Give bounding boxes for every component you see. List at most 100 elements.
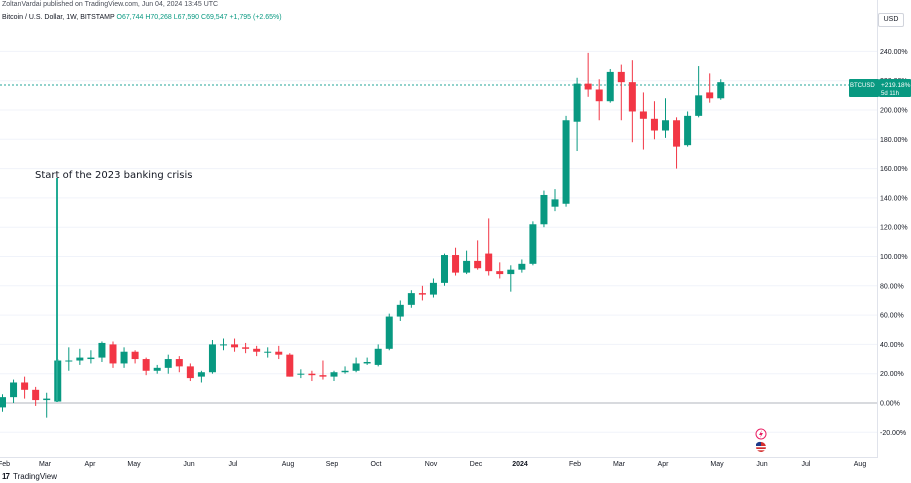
x-tick-label: May — [127, 461, 141, 468]
candle[interactable] — [76, 348, 84, 365]
candle[interactable] — [352, 357, 360, 373]
candle-body — [264, 351, 272, 353]
candle-body — [695, 95, 703, 116]
candle[interactable] — [496, 262, 504, 279]
candle[interactable] — [507, 265, 515, 292]
candle[interactable] — [374, 344, 382, 367]
candle[interactable] — [65, 347, 73, 371]
candle[interactable] — [131, 350, 139, 364]
candle[interactable] — [220, 338, 227, 351]
candle[interactable] — [407, 290, 415, 308]
candle-body — [76, 357, 84, 361]
x-tick-label: May — [710, 461, 724, 468]
candle[interactable] — [286, 353, 294, 377]
candle[interactable] — [628, 60, 636, 143]
candle[interactable] — [562, 115, 570, 207]
candle[interactable] — [186, 363, 194, 382]
candle[interactable] — [717, 79, 725, 100]
candle[interactable] — [418, 285, 426, 301]
candle[interactable] — [529, 221, 537, 266]
footer-brand[interactable]: 17 TradingView — [2, 472, 57, 481]
candle-body — [463, 260, 471, 273]
price-chart[interactable]: Start of the 2023 banking crisis 240.00%… — [0, 0, 911, 470]
candle[interactable] — [584, 52, 592, 97]
candle-body — [32, 389, 40, 401]
candle-body — [584, 83, 592, 90]
candle[interactable] — [429, 278, 437, 298]
candle[interactable] — [197, 370, 205, 383]
candle[interactable] — [242, 342, 250, 354]
y-tick-label: 200.00% — [880, 108, 908, 115]
candle[interactable] — [21, 376, 29, 399]
candle-body — [153, 367, 161, 371]
candle-body — [617, 71, 625, 83]
candle[interactable] — [385, 313, 393, 351]
candle[interactable] — [595, 79, 603, 121]
candle[interactable] — [308, 370, 316, 382]
candle[interactable] — [264, 347, 272, 358]
candle-body — [441, 255, 448, 283]
candle[interactable] — [98, 341, 106, 362]
candle-body — [175, 359, 183, 367]
candle[interactable] — [485, 218, 493, 276]
candle[interactable] — [662, 98, 669, 138]
candle[interactable] — [518, 259, 526, 273]
candle[interactable] — [474, 240, 482, 270]
candle[interactable] — [606, 68, 614, 103]
candle[interactable] — [551, 189, 559, 212]
candle[interactable] — [10, 379, 18, 403]
x-tick-label: Sep — [326, 461, 339, 468]
candle[interactable] — [441, 253, 448, 286]
candle[interactable] — [706, 73, 714, 103]
x-tick-label: Oct — [371, 461, 382, 468]
candle[interactable] — [341, 366, 349, 374]
candle[interactable] — [573, 77, 581, 152]
candle[interactable] — [120, 347, 128, 368]
candle-body — [319, 375, 327, 377]
candle[interactable] — [452, 247, 460, 276]
candle[interactable] — [142, 357, 150, 376]
candle[interactable] — [617, 64, 625, 121]
candle-body — [474, 260, 482, 269]
candle[interactable] — [463, 250, 471, 275]
price-marker-value-label: +219.18% 5d 11h — [879, 79, 911, 97]
price-marker-value: +219.18% — [881, 82, 911, 89]
candle[interactable] — [0, 394, 6, 412]
candle[interactable] — [297, 369, 305, 379]
candle[interactable] — [109, 341, 117, 368]
candle[interactable] — [175, 356, 183, 373]
candle-body — [529, 224, 537, 264]
candle[interactable] — [650, 101, 658, 140]
low-value: L67,590 — [173, 14, 200, 21]
candle[interactable] — [330, 370, 338, 382]
candle[interactable] — [275, 345, 283, 360]
candle[interactable] — [695, 66, 703, 118]
candle-body — [120, 351, 128, 364]
candle-body — [562, 120, 570, 204]
candle[interactable] — [87, 350, 95, 364]
price-marker-symbol: BTCUSD — [850, 83, 875, 89]
candle[interactable] — [540, 190, 548, 228]
x-tick-label: Aug — [854, 461, 867, 468]
candle[interactable] — [208, 340, 216, 374]
candle-body — [628, 82, 636, 112]
candle[interactable] — [32, 386, 40, 406]
candle[interactable] — [231, 338, 239, 352]
candle-body — [706, 92, 714, 99]
candle[interactable] — [639, 92, 647, 150]
candle[interactable] — [319, 360, 327, 380]
candle[interactable] — [363, 357, 371, 365]
x-tick-label: Jul — [802, 461, 811, 468]
candle[interactable] — [396, 300, 404, 321]
candle[interactable] — [253, 345, 261, 357]
currency-selector[interactable]: USD — [878, 13, 904, 27]
brand-name: TradingView — [12, 472, 58, 481]
candle[interactable] — [153, 364, 161, 374]
candle[interactable] — [164, 354, 172, 374]
lightning-icon[interactable] — [755, 428, 767, 440]
candle-body — [650, 118, 658, 131]
us-flag-icon[interactable] — [756, 441, 766, 452]
candle[interactable] — [673, 117, 681, 169]
candle[interactable] — [43, 392, 51, 418]
candle[interactable] — [684, 111, 692, 147]
